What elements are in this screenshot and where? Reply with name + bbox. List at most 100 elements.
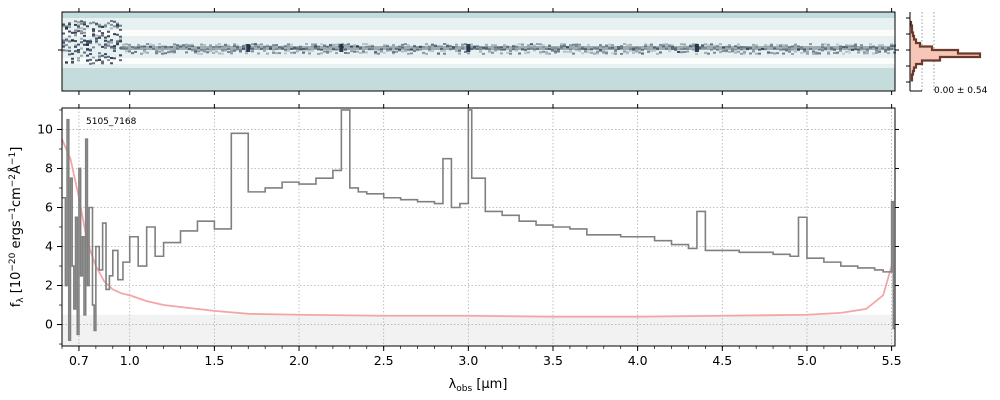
spectrum-2d-pixel [293, 47, 296, 50]
spectrum-2d-pixel [116, 33, 119, 36]
spectrum-2d-pixel [812, 50, 815, 53]
spectrum-2d-pixel [356, 50, 359, 53]
spectrum-2d-pixel [536, 47, 539, 50]
spectrum-2d-pixel [209, 44, 212, 47]
x-tick-label-9: 5.0 [797, 353, 817, 368]
spectrum-2d-pixel [887, 52, 890, 55]
spectrum-2d-pixel [833, 48, 836, 51]
spectrum-2d-pixel [719, 43, 722, 46]
spectrum-2d-pixel [101, 62, 104, 65]
spectrum-2d-pixel [95, 40, 98, 43]
spectrum-2d-pixel [560, 44, 563, 47]
spectrum-2d-pixel [755, 52, 758, 55]
spectrum-2d-pixel [263, 45, 266, 48]
spectrum-2d-pixel [833, 52, 836, 55]
spectrum-2d-pixel [542, 43, 545, 46]
spectrum-2d-pixel [80, 41, 83, 44]
spectrum-2d-pixel [284, 52, 287, 55]
spectrum-2d-pixel [497, 46, 500, 49]
spectrum-2d-pixel [236, 48, 239, 51]
spectrum-2d-pixel [362, 51, 365, 54]
spectrum-2d-pixel [293, 46, 296, 49]
spectrum-2d-pixel [254, 44, 257, 47]
spectrum-2d-pixel [836, 51, 839, 54]
spectrum-2d-pixel [785, 49, 788, 52]
spectrum-2d-pixel [476, 45, 479, 48]
spectrum-2d-pixel [89, 48, 92, 51]
spectrum-2d-pixel [95, 37, 98, 40]
spectrum-2d-pixel [551, 49, 554, 52]
spectrum-2d-pixel [365, 45, 368, 48]
spectrum-2d-pixel [593, 51, 596, 54]
spectrum-2d-pixel [74, 34, 77, 37]
spectrum-2d-pixel [62, 45, 65, 48]
spectrum-2d-pixel [551, 49, 554, 52]
spectrum-2d-pixel [260, 47, 263, 50]
spectrum-2d-pixel [851, 44, 854, 47]
spectrum-2d-pixel [326, 45, 329, 48]
spectrum-2d-pixel [740, 48, 743, 51]
spectrum-2d-pixel [635, 49, 638, 52]
spectrum-2d-pixel [488, 48, 491, 51]
spectrum-2d-pixel [221, 45, 224, 48]
spectrum-2d-pixel [818, 52, 821, 55]
spectrum-2d-pixel [590, 48, 593, 51]
spectrum-2d-pixel [878, 44, 881, 47]
spectrum-2d-pixel [332, 47, 335, 50]
spectrum-2d-pixel [497, 46, 500, 49]
spectrum-2d-pixel [638, 49, 641, 52]
spectrum-2d-pixel [263, 49, 266, 52]
spectrum-2d-pixel [65, 49, 68, 52]
spectrum-2d-pixel [137, 43, 140, 46]
spectrum-2d-pixel [446, 45, 449, 48]
spectrum-2d-pixel [374, 51, 377, 54]
spectrum-2d-pixel [680, 48, 683, 51]
spectrum-2d-pixel [851, 48, 854, 51]
spectrum-2d-pixel [512, 48, 515, 51]
spectrum-2d-pixel [110, 45, 113, 48]
spectrum-2d-pixel [86, 25, 89, 28]
spectrum-2d-pixel [95, 37, 98, 40]
x-tick-label-0: 0.7 [69, 353, 89, 368]
spectrum-2d-pixel [875, 49, 878, 52]
spectrum-2d-pixel [104, 43, 107, 46]
spectrum-2d-pixel [134, 50, 137, 53]
spectrum-2d-pixel [863, 51, 866, 54]
spectrum-2d-pixel [191, 44, 194, 47]
spectrum-2d-pixel [533, 44, 536, 47]
spectrum-2d-pixel [179, 45, 182, 48]
spectrum-2d-pixel [419, 48, 422, 51]
spectrum-2d-pixel [776, 44, 779, 47]
spectrum-2d-pixel [728, 44, 731, 47]
spectrum-2d-pixel [416, 49, 419, 52]
spectrum-2d-pixel [113, 25, 116, 28]
spectrum-2d-pixel [89, 58, 92, 61]
spectrum-2d-pixel [212, 46, 215, 49]
spectrum-2d-pixel [410, 52, 413, 55]
spectrum-2d-pixel [407, 49, 410, 52]
spectrum-2d-pixel [95, 34, 98, 37]
spectrum-2d-pixel [86, 40, 89, 43]
spectrum-2d-pixel [434, 44, 437, 47]
spectrum-2d-pixel [71, 31, 74, 34]
spectrum-2d-emission-2 [246, 44, 251, 52]
spectrum-2d-pixel [527, 47, 530, 50]
spectrum-2d-pixel [446, 43, 449, 46]
spectrum-2d-pixel [458, 49, 461, 52]
spectrum-2d-pixel [761, 47, 764, 50]
spectrum-2d-pixel [224, 49, 227, 52]
spectrum-2d-pixel [107, 40, 110, 43]
spectrum-2d-pixel [392, 44, 395, 47]
spectrum-2d-pixel [641, 52, 644, 55]
spectrum-2d-pixel [227, 48, 230, 51]
spectrum-2d-pixel [71, 57, 74, 60]
spectrum-2d-pixel [659, 51, 662, 54]
spectrum-2d-pixel [251, 50, 254, 53]
spectrum-2d-pixel [656, 47, 659, 50]
spectrum-2d-pixel [302, 51, 305, 54]
spectrum-2d-pixel [92, 30, 95, 33]
spectrum-2d-pixel [77, 43, 80, 46]
spectrum-2d-pixel [326, 51, 329, 54]
spectrum-2d-pixel [602, 50, 605, 53]
spectrum-2d-pixel [191, 49, 194, 52]
